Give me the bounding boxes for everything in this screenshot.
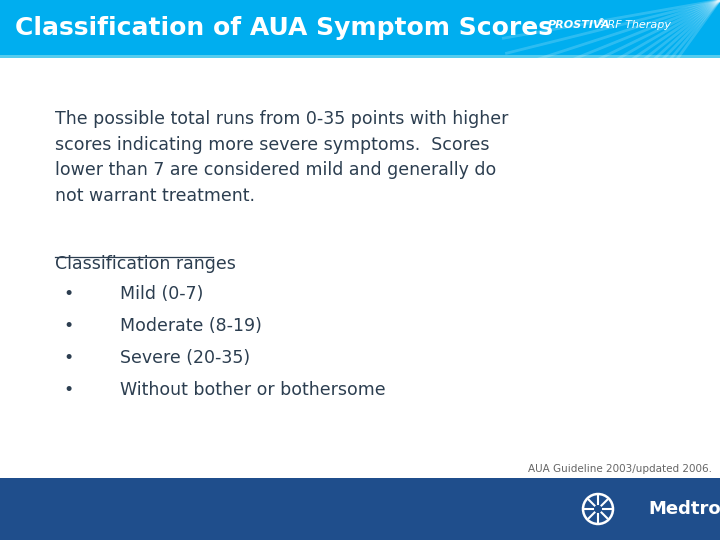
Text: •: • bbox=[63, 349, 73, 367]
Text: Severe (20-35): Severe (20-35) bbox=[120, 349, 250, 367]
Bar bbox=[0, 55, 720, 58]
Text: RF Therapy: RF Therapy bbox=[604, 21, 671, 30]
Text: Without bother or bothersome: Without bother or bothersome bbox=[120, 381, 386, 399]
Text: The possible total runs from 0-35 points with higher
scores indicating more seve: The possible total runs from 0-35 points… bbox=[55, 110, 508, 205]
Text: Classification of AUA Symptom Scores: Classification of AUA Symptom Scores bbox=[15, 16, 553, 39]
Text: •: • bbox=[63, 317, 73, 335]
Text: Mild (0-7): Mild (0-7) bbox=[120, 285, 203, 303]
Text: Moderate (8-19): Moderate (8-19) bbox=[120, 317, 262, 335]
Bar bbox=[0, 478, 720, 540]
Bar bbox=[0, 0, 720, 55]
Bar bbox=[0, 58, 720, 478]
Text: AUA Guideline 2003/updated 2006.: AUA Guideline 2003/updated 2006. bbox=[528, 464, 712, 474]
Text: ®: ® bbox=[598, 18, 606, 27]
Text: Medtronic: Medtronic bbox=[648, 500, 720, 518]
Text: •: • bbox=[63, 285, 73, 303]
Text: PROSTIVA: PROSTIVA bbox=[548, 21, 611, 30]
Text: •: • bbox=[63, 381, 73, 399]
Text: Classification ranges: Classification ranges bbox=[55, 255, 236, 273]
